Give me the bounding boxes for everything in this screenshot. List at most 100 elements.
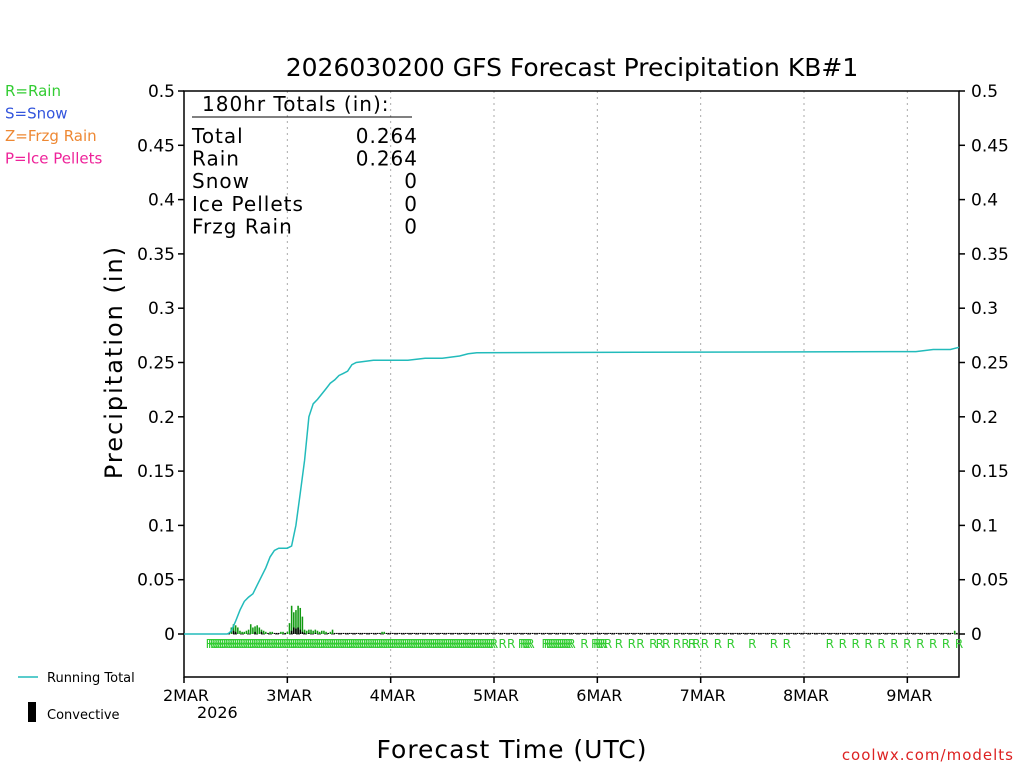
precip-bar xyxy=(525,632,528,634)
precip-type-mark: R xyxy=(279,637,287,651)
precip-bar xyxy=(387,632,390,634)
precip-bar xyxy=(751,632,754,634)
precip-bar xyxy=(925,632,928,634)
precip-bar xyxy=(521,632,523,634)
precip-type-mark: R xyxy=(253,637,261,651)
precip-type-mark: R xyxy=(294,637,302,651)
precip-bar xyxy=(753,632,756,634)
precip-bar xyxy=(383,631,385,634)
precip-bar xyxy=(493,632,495,634)
precip-bar xyxy=(544,632,547,634)
y-tick-label-right: 0.4 xyxy=(971,191,998,211)
precip-bar xyxy=(738,632,741,634)
precip-type-mark: R xyxy=(408,637,416,651)
precip-bar xyxy=(891,632,894,634)
precip-type-mark: R xyxy=(382,637,390,651)
precip-type-mark: R xyxy=(419,637,427,651)
precip-bar xyxy=(835,632,838,634)
precip-type-mark: R xyxy=(440,637,448,651)
precip-bar xyxy=(297,605,299,634)
y-tick-label-right: 0.25 xyxy=(971,354,1009,374)
precip-bar xyxy=(256,625,258,634)
precip-bar xyxy=(648,632,650,634)
plot-frame xyxy=(183,90,960,678)
precip-type-mark: R xyxy=(315,637,323,651)
precip-type-mark: R xyxy=(249,637,257,651)
precip-bar xyxy=(725,632,728,634)
precip-bar xyxy=(900,632,902,634)
precip-type-mark: R xyxy=(313,637,321,651)
precip-bar xyxy=(570,632,573,634)
precip-bar xyxy=(807,632,810,634)
chart-title: 2026030200 GFS Forecast Precipitation KB… xyxy=(286,53,858,82)
totals-row-label: Frzg Rain xyxy=(192,214,293,238)
precip-bar xyxy=(566,632,568,634)
precip-type-mark: R xyxy=(464,637,472,651)
precip-type-mark: R xyxy=(877,637,885,651)
precip-bar xyxy=(786,632,788,634)
precip-bar xyxy=(637,632,640,634)
precip-type-mark: R xyxy=(369,637,377,651)
precip-bar xyxy=(895,632,898,634)
precip-bar xyxy=(534,632,536,634)
precip-bar xyxy=(301,616,304,634)
precip-bar xyxy=(932,632,934,634)
precip-type-mark: R xyxy=(430,637,438,651)
precip-bar xyxy=(342,632,345,634)
y-tick-label-right: 0.5 xyxy=(971,82,998,102)
precip-type-mark: R xyxy=(242,637,250,651)
precip-bar xyxy=(917,632,919,634)
precip-bar xyxy=(273,632,276,634)
precip-bar xyxy=(885,632,887,634)
precip-bar xyxy=(542,632,545,634)
precip-bar xyxy=(523,632,525,634)
precip-type-mark: R xyxy=(277,637,285,651)
y-tick-label-left: 0.4 xyxy=(148,191,175,211)
precip-type-mark: R xyxy=(552,637,560,651)
precip-type-mark: R xyxy=(262,637,270,651)
precip-bar xyxy=(635,632,637,634)
precip-bar xyxy=(820,632,822,634)
precip-type-mark: R xyxy=(445,637,453,651)
precip-type-mark: R xyxy=(272,637,280,651)
precip-bar xyxy=(829,632,831,634)
precip-bar xyxy=(755,632,758,634)
precip-bar xyxy=(243,631,246,634)
precip-bar xyxy=(702,632,704,634)
y-tick-label-right: 0.3 xyxy=(971,299,998,319)
precip-bar xyxy=(936,632,939,634)
precip-bar xyxy=(374,632,377,634)
precip-bar xyxy=(269,631,271,634)
precip-bar xyxy=(695,632,698,634)
precip-type-mark: R xyxy=(378,637,386,651)
precip-bar xyxy=(768,632,771,634)
precip-bar xyxy=(956,632,958,634)
type-legend-entry: P=Ice Pellets xyxy=(5,150,102,168)
precip-bar xyxy=(252,627,254,634)
precip-type-mark: R xyxy=(386,637,394,651)
precip-bar xyxy=(501,632,504,634)
precip-type-mark: R xyxy=(236,637,244,651)
totals-row-value: 0 xyxy=(404,169,418,193)
precip-bar xyxy=(624,632,627,634)
precip-bar xyxy=(275,632,278,634)
precip-type-mark: R xyxy=(526,637,534,651)
precip-type-mark: R xyxy=(371,637,379,651)
precip-bar xyxy=(611,632,614,634)
x-tick-label: 2MAR xyxy=(163,686,209,705)
precip-bar xyxy=(277,632,280,634)
precip-bar xyxy=(872,632,874,634)
precip-bar xyxy=(822,632,825,634)
precip-bar xyxy=(519,632,521,634)
y-axis-right: 0 0.05 0.1 0.15 0.2 0.25 0.3 0.35 0.4 0.45 0.5 xyxy=(959,82,1009,645)
precip-bar xyxy=(620,632,622,634)
precip-type-mark: R xyxy=(565,637,573,651)
precip-type-mark: R xyxy=(361,637,369,651)
precip-bar xyxy=(491,632,493,634)
precip-bar xyxy=(941,632,943,634)
convective-bars xyxy=(228,627,317,634)
precip-bar xyxy=(484,632,487,634)
precip-bar xyxy=(811,632,814,634)
precip-bar xyxy=(353,632,355,634)
